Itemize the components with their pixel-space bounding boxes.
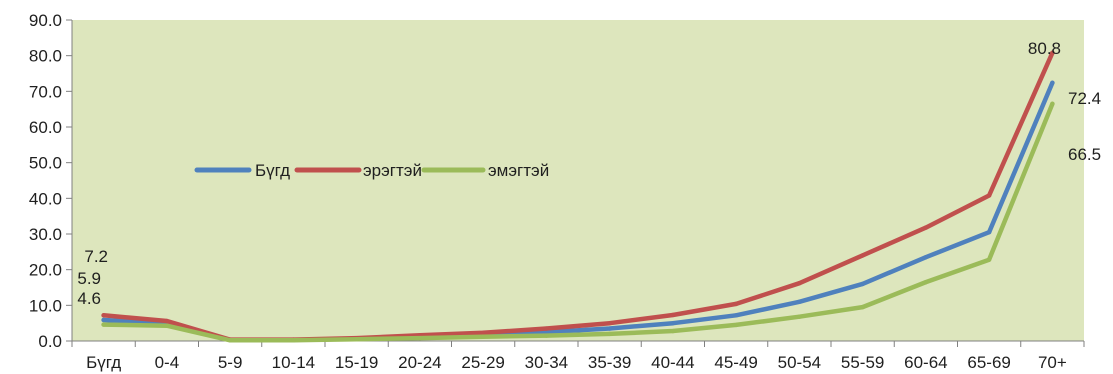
y-tick-label: 10.0 xyxy=(29,296,62,315)
data-point xyxy=(797,281,802,286)
data-point xyxy=(101,322,106,327)
data-point xyxy=(1050,50,1055,56)
y-tick-label: 70.0 xyxy=(29,82,62,101)
data-point xyxy=(670,312,676,318)
legend-label-2: эмэгтэй xyxy=(488,161,549,180)
data-point xyxy=(480,334,486,339)
data-label: 72.4 xyxy=(1068,89,1101,108)
y-tick-label: 0.0 xyxy=(38,332,62,351)
data-point xyxy=(733,301,739,307)
y-tick-label: 30.0 xyxy=(29,225,62,244)
data-point xyxy=(797,314,802,319)
data-point xyxy=(986,257,992,262)
legend-label-1: эрэгтэй xyxy=(363,161,422,180)
x-tick-label: 50-54 xyxy=(778,353,821,372)
data-point xyxy=(1050,101,1055,107)
y-tick-label: 20.0 xyxy=(29,261,62,280)
data-point xyxy=(227,338,233,343)
x-tick-label: 25-29 xyxy=(461,353,504,372)
data-point xyxy=(986,230,992,235)
data-point xyxy=(417,335,423,341)
x-tick-label: 5-9 xyxy=(218,353,243,372)
data-point xyxy=(164,323,170,328)
x-tick-label: 15-19 xyxy=(335,353,378,372)
x-tick-label: 20-24 xyxy=(398,353,441,372)
data-point xyxy=(544,326,549,331)
data-label: 4.6 xyxy=(77,289,101,308)
y-tick-label: 80.0 xyxy=(29,47,62,66)
data-point xyxy=(923,225,929,230)
data-point xyxy=(544,329,549,335)
x-tick-label: 45-49 xyxy=(714,353,757,372)
plot-area xyxy=(72,20,1084,341)
x-tick-label: 30-34 xyxy=(525,353,568,372)
data-point xyxy=(923,254,929,260)
data-point xyxy=(860,304,865,310)
y-tick-label: 60.0 xyxy=(29,118,62,137)
y-tick-label: 90.0 xyxy=(29,11,62,30)
y-tick-label: 40.0 xyxy=(29,189,62,208)
data-point xyxy=(354,337,359,342)
x-tick-label: 65-69 xyxy=(967,353,1010,372)
x-tick-label: 55-59 xyxy=(841,353,884,372)
data-label: 7.2 xyxy=(84,247,108,266)
series-line-2 xyxy=(101,101,1055,343)
data-point xyxy=(670,320,676,326)
y-tick-label: 50.0 xyxy=(29,154,62,173)
data-point xyxy=(797,299,802,304)
x-tick-label: 35-39 xyxy=(588,353,631,372)
legend-label-0: Бүгд xyxy=(255,161,290,180)
data-point xyxy=(986,193,992,198)
data-point xyxy=(733,322,739,328)
x-tick-label: Бүгд xyxy=(86,353,121,372)
data-point xyxy=(607,320,612,326)
data-point xyxy=(733,313,739,318)
x-tick-label: 60-64 xyxy=(904,353,947,372)
data-label: 5.9 xyxy=(77,269,101,288)
x-tick-label: 0-4 xyxy=(155,353,180,372)
data-point xyxy=(101,313,106,318)
data-point xyxy=(1050,80,1055,85)
data-label: 80.8 xyxy=(1028,39,1061,58)
data-point xyxy=(923,279,929,285)
data-point xyxy=(164,318,170,324)
data-point xyxy=(291,338,296,343)
data-point xyxy=(607,331,612,337)
data-point xyxy=(607,326,612,331)
x-tick-label: 70+ xyxy=(1038,353,1067,372)
x-tick-label: 40-44 xyxy=(651,353,694,372)
data-point xyxy=(480,330,486,335)
x-tick-label: 10-14 xyxy=(272,353,315,372)
data-point xyxy=(101,317,106,323)
data-point xyxy=(860,253,865,258)
data-point xyxy=(544,333,549,338)
data-point xyxy=(670,328,676,334)
data-label: 66.5 xyxy=(1068,145,1101,164)
data-point xyxy=(860,281,865,287)
